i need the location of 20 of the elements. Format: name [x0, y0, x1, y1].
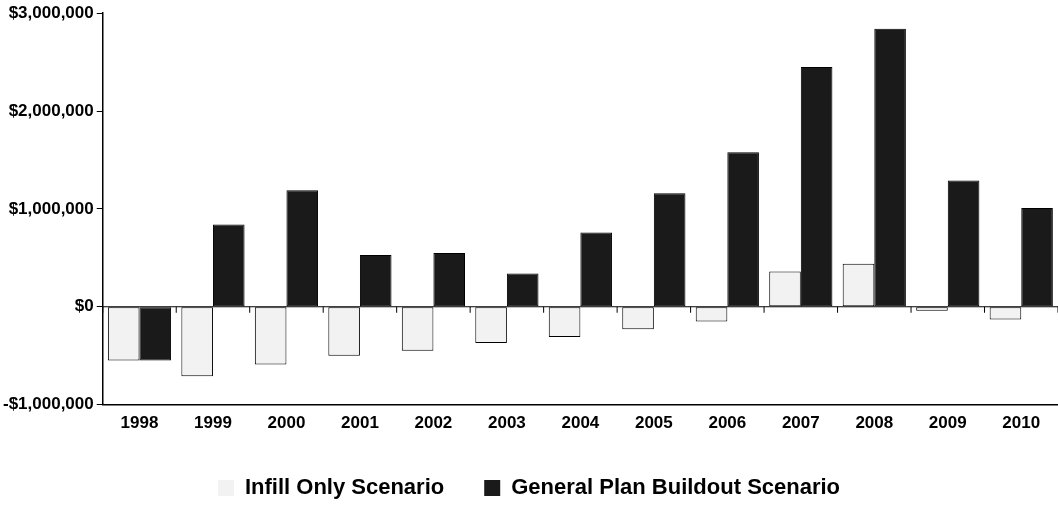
- legend-label: Infill Only Scenario: [244, 474, 445, 500]
- x-tick-label: 2008: [855, 413, 894, 433]
- x-tick-label: 2007: [781, 413, 820, 433]
- x-tick-label: 2009: [928, 413, 967, 433]
- y-tick-label: $0: [74, 296, 94, 316]
- x-tick-label: 2000: [267, 413, 306, 433]
- y-tick-label: $2,000,000: [8, 100, 94, 120]
- y-tick-label: $1,000,000: [8, 198, 94, 218]
- x-tick-label: 2010: [1002, 413, 1041, 433]
- y-tick-label: $3,000,000: [8, 2, 94, 22]
- x-tick-label: 2005: [634, 413, 673, 433]
- x-tick-label: 2003: [487, 413, 526, 433]
- x-tick-label: 1998: [120, 413, 159, 433]
- x-tick-label: 2002: [414, 413, 453, 433]
- x-tick-label: 2001: [341, 413, 379, 433]
- legend-label: General Plan Buildout Scenario: [511, 474, 841, 500]
- x-tick-label: 2006: [708, 413, 747, 433]
- x-tick-label: 2004: [561, 413, 600, 433]
- x-tick-label: 1999: [194, 413, 232, 433]
- y-tick-label: -$1,000,000: [2, 394, 94, 414]
